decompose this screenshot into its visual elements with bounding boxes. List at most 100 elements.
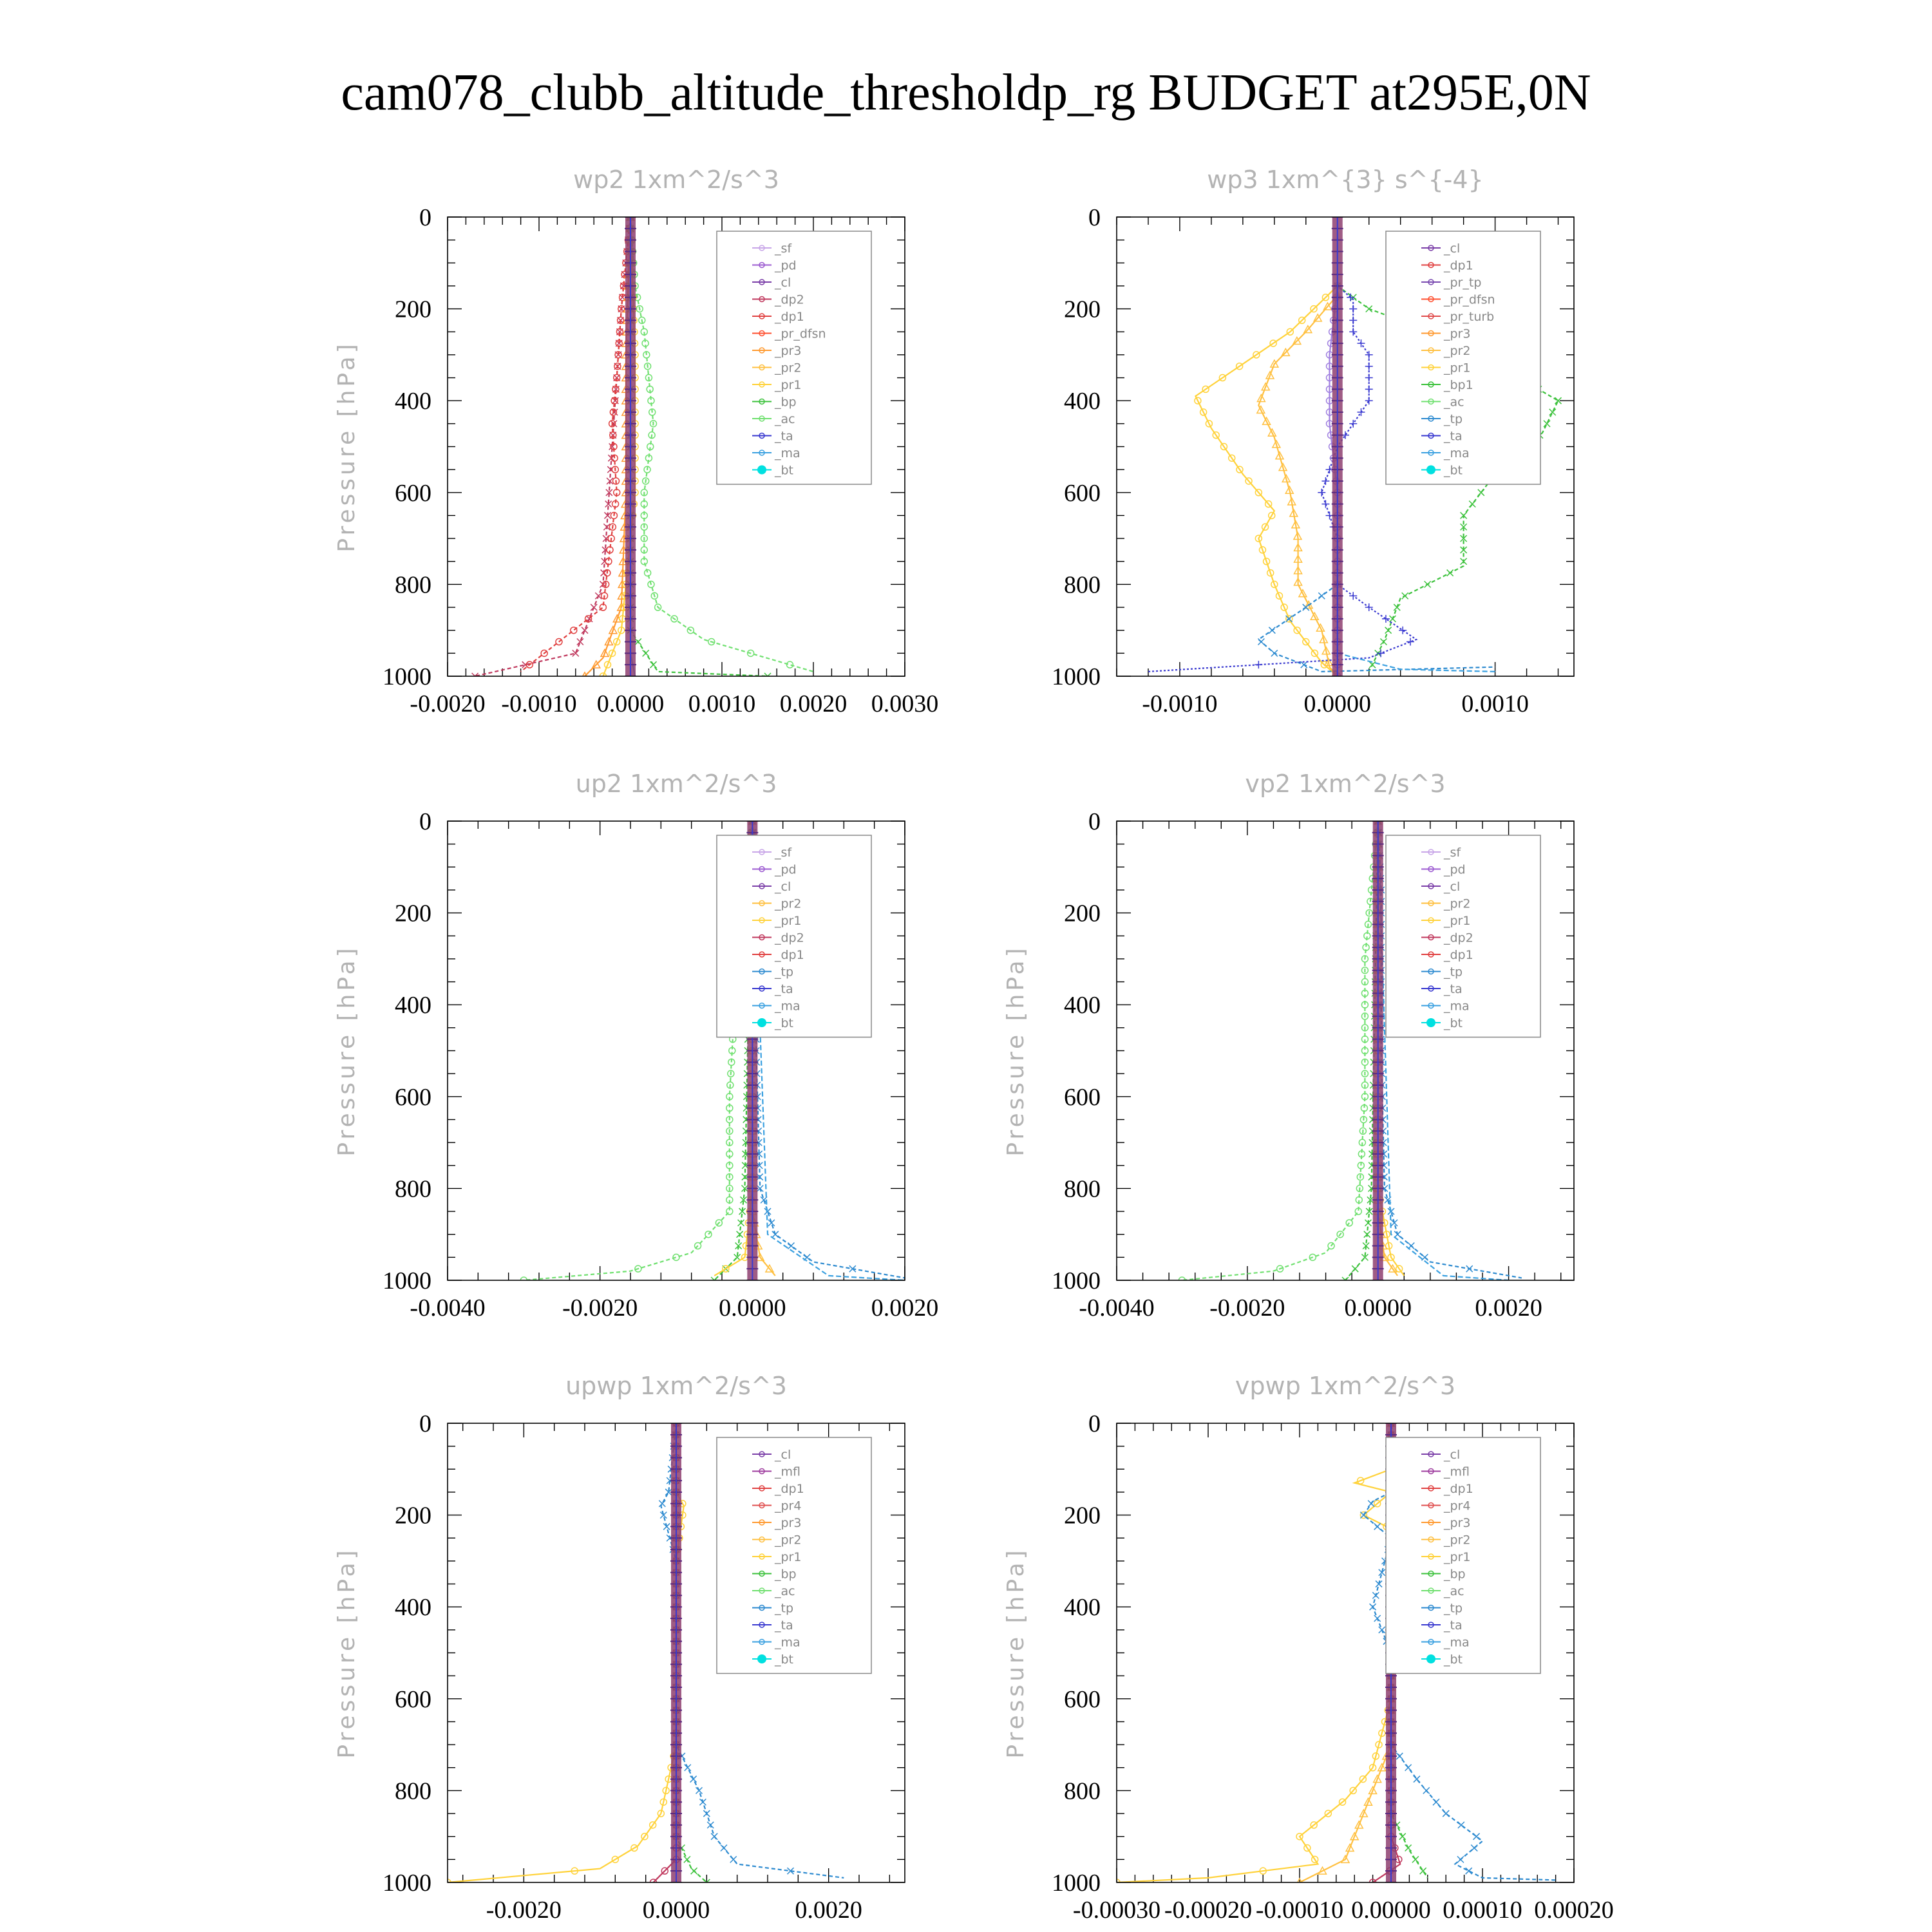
plot-frame [1116, 820, 1575, 1281]
series-marker [1419, 1867, 1427, 1875]
y-tick-label: 600 [1064, 1084, 1101, 1111]
series-marker [1395, 1265, 1403, 1273]
legend-label: _bt [1443, 464, 1463, 478]
legend-marker [1428, 968, 1434, 975]
series-marker [1340, 1854, 1350, 1864]
series-marker [670, 615, 678, 623]
series-marker [1372, 1774, 1382, 1783]
legend-label: _pr2 [774, 361, 801, 375]
series-marker [591, 659, 601, 668]
series-marker [1285, 485, 1294, 494]
series-marker [1255, 489, 1263, 497]
legend-marker [759, 968, 765, 975]
series-marker [659, 1511, 667, 1519]
series-marker [1355, 1196, 1363, 1204]
series-marker [1362, 1242, 1370, 1250]
series-marker [1199, 408, 1208, 416]
legend-marker [1428, 398, 1434, 405]
series-marker [1361, 1024, 1369, 1032]
series-marker [618, 626, 625, 634]
series-marker [1385, 1242, 1393, 1250]
legend-label: _ta [1443, 1618, 1463, 1633]
series-marker [1267, 511, 1276, 520]
series-line-dp1 [520, 217, 632, 672]
series-marker [634, 1265, 642, 1273]
legend-marker [1428, 1604, 1434, 1611]
series-marker [1390, 1219, 1398, 1227]
series-marker [1378, 1626, 1386, 1634]
series-line-dp2 [475, 217, 632, 676]
x-tick-label: 0.0000 [1304, 690, 1372, 717]
legend-marker [759, 364, 765, 371]
legend-label: _bp1 [1443, 378, 1473, 392]
series-line-tp [1257, 583, 1495, 673]
series-marker [611, 500, 620, 508]
legend-marker [1428, 347, 1434, 354]
y-tick-label: 0 [1088, 204, 1101, 231]
series-marker [1227, 454, 1236, 462]
legend-label: _tp [1443, 965, 1463, 980]
y-tick-label: 400 [1064, 1594, 1101, 1621]
series-marker [605, 500, 612, 508]
y-tick-label: 200 [1064, 296, 1101, 323]
legend-label: _pd [774, 863, 797, 877]
legend-marker [759, 279, 765, 285]
series-marker [1359, 1511, 1367, 1519]
series-marker [1260, 382, 1271, 391]
legend-label: _ac [1443, 395, 1464, 410]
series-line-ta [1148, 285, 1418, 672]
legend-label: _dp1 [774, 310, 804, 324]
series-marker [705, 1230, 712, 1238]
series-marker [612, 489, 621, 497]
series-marker [1205, 420, 1213, 428]
series-marker [1289, 508, 1299, 517]
series-marker [1364, 920, 1372, 929]
legend-label: _pr4 [1443, 1499, 1470, 1513]
series-marker [1460, 535, 1468, 542]
legend-label: _bt [774, 464, 793, 478]
legend-label: _ta [1443, 982, 1463, 996]
series-marker [1341, 1276, 1349, 1280]
series-marker [1323, 301, 1332, 310]
series-marker [1549, 408, 1557, 416]
y-tick-label: 0 [419, 1410, 431, 1437]
x-tick-label: 0.0030 [871, 690, 939, 717]
series-marker [1365, 374, 1373, 382]
series-marker [643, 362, 652, 370]
series-marker [1275, 592, 1283, 600]
series-marker [787, 1242, 795, 1250]
series-marker [1361, 1081, 1369, 1089]
x-tick-label: 0.0000 [719, 1294, 786, 1321]
series-marker [1285, 615, 1293, 623]
series-marker [1309, 611, 1320, 621]
series-marker [1336, 1230, 1344, 1238]
panel-title: wp2 1xm^2/s^3 [573, 166, 779, 194]
series-marker [1345, 1842, 1355, 1852]
series-marker [764, 1208, 772, 1215]
series-marker [734, 1253, 741, 1261]
series-marker [1321, 477, 1330, 485]
chart-panels: wp2 1xm^2/s^3 Pressure [hPa] 0 200 400 600 800… [334, 166, 1614, 1924]
series-marker [658, 1500, 666, 1508]
series-marker [646, 385, 654, 393]
legend-box [1385, 1437, 1541, 1674]
legend-marker [1428, 866, 1434, 873]
series-marker [647, 442, 654, 451]
series-marker [1261, 523, 1269, 531]
legend-marker [759, 432, 765, 439]
series-marker [1303, 1844, 1311, 1852]
legend-label: _pr_turb [1443, 310, 1494, 324]
series-marker [650, 592, 659, 600]
series-marker [726, 1184, 734, 1193]
series-marker [720, 1844, 728, 1852]
legend-marker [1428, 261, 1434, 269]
legend-label: _tp [1443, 1602, 1463, 1616]
series-marker [612, 477, 620, 485]
series-marker [641, 477, 650, 485]
legend-label: _ma [1443, 446, 1470, 460]
series-marker [601, 580, 610, 589]
series-marker [1320, 661, 1329, 668]
legend-marker [759, 296, 765, 303]
series-marker [1359, 1115, 1368, 1124]
legend-label: _pr3 [774, 1516, 801, 1530]
